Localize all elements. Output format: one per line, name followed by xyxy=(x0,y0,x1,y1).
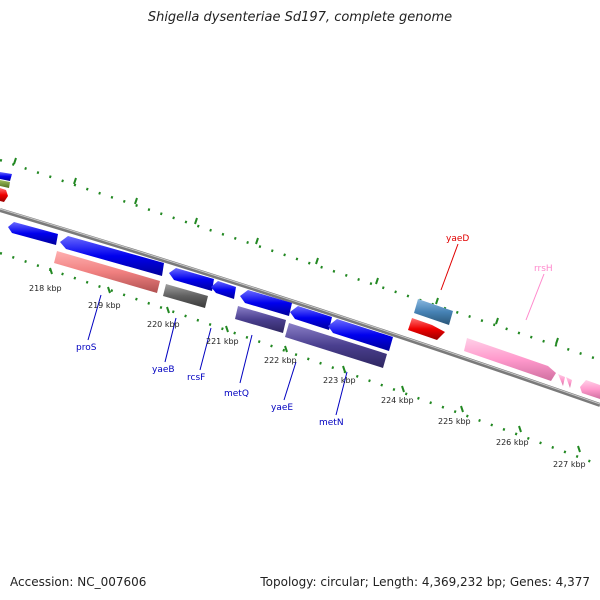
tick-label: 227 kbp xyxy=(553,460,586,469)
tick-label: 220 kbp xyxy=(147,320,180,329)
gene-arrow-edge-blue[interactable] xyxy=(0,172,12,181)
gene-label-rrsh[interactable]: rrsH xyxy=(534,264,553,274)
accession-text: Accession: NC_007606 xyxy=(10,575,147,589)
gene-arrow-yaeb[interactable] xyxy=(163,284,208,308)
tick-label: 221 kbp xyxy=(206,337,239,346)
gene-label-yaed[interactable]: yaeD xyxy=(446,234,469,244)
label-leaders xyxy=(87,243,545,416)
gene-label-yaee[interactable]: yaeE xyxy=(271,403,293,413)
gene-arrow-pink-small-1[interactable] xyxy=(558,374,565,386)
gene-label-yaeb[interactable]: yaeB xyxy=(152,365,175,375)
outer-track-ticks xyxy=(13,157,559,345)
gene-arrow-edge-pink[interactable] xyxy=(580,380,600,399)
gene-arrow-pros[interactable] xyxy=(54,251,160,293)
gene-arrow-rrsh[interactable] xyxy=(464,338,556,381)
tick-label: 222 kbp xyxy=(264,356,297,365)
gene-label-pros[interactable]: proS xyxy=(76,343,97,353)
gene-arrow-metq-2[interactable] xyxy=(235,306,286,333)
tick-label: 226 kbp xyxy=(496,438,529,447)
map-title: Shigella dysenteriae Sd197, complete gen… xyxy=(147,10,453,25)
gene-arrow-yaed[interactable] xyxy=(414,299,453,325)
tick-label: 219 kbp xyxy=(88,301,121,310)
gene-arrow-metn-2[interactable] xyxy=(285,323,387,368)
gene-arrow-cds-3[interactable] xyxy=(169,268,214,291)
gene-arrow-cds-1[interactable] xyxy=(8,222,58,245)
gene-arrow-edge-olive[interactable] xyxy=(0,180,10,188)
genome-summary-text: Topology: circular; Length: 4,369,232 bp… xyxy=(260,575,590,589)
gene-arrow-metn-1[interactable] xyxy=(328,319,393,351)
gene-arrow-yaee[interactable] xyxy=(290,306,332,330)
tick-label: 223 kbp xyxy=(323,376,356,385)
gene-arrow-red[interactable] xyxy=(408,318,445,340)
gene-label-metq[interactable]: metQ xyxy=(224,389,249,399)
gene-labels: proS yaeB rcsF metQ yaeE metN yaeD rrsH xyxy=(76,234,553,428)
genome-backbone xyxy=(0,208,600,407)
inner-track-ticks xyxy=(49,267,581,453)
gene-label-rcsf[interactable]: rcsF xyxy=(187,373,205,383)
gene-label-metn[interactable]: metN xyxy=(319,418,344,428)
gene-arrow-cds-2[interactable] xyxy=(60,236,164,276)
tick-label: 224 kbp xyxy=(381,396,414,405)
tick-labels: 218 kbp 219 kbp 220 kbp 221 kbp 222 kbp … xyxy=(29,284,586,469)
gene-arrow-metq-1[interactable] xyxy=(240,290,292,316)
tick-label: 218 kbp xyxy=(29,284,62,293)
gene-arrow-cds-4[interactable] xyxy=(211,281,236,299)
gene-arrow-pink-small-2[interactable] xyxy=(566,377,572,388)
inner-dotted-track xyxy=(0,251,600,467)
gene-arrow-edge-red[interactable] xyxy=(0,188,8,202)
tick-label: 225 kbp xyxy=(438,417,471,426)
